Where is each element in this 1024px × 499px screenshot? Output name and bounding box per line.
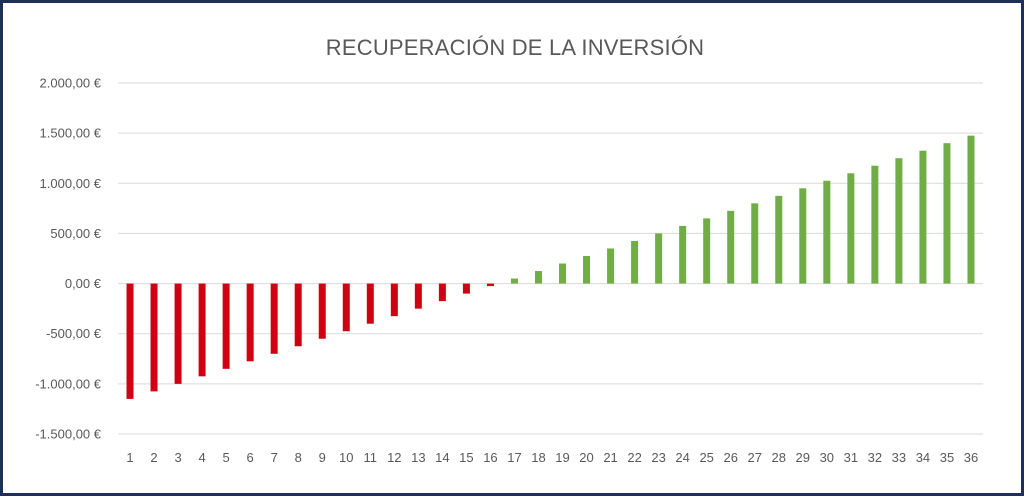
y-axis-ticks: 2.000,00 € 1.500,00 € 1.000,00 € 500,00 € 0,…	[35, 76, 102, 442]
x-tick-label: 12	[387, 450, 401, 465]
x-tick-label: 29	[796, 450, 810, 465]
bar-16	[486, 283, 494, 287]
x-tick-label: 7	[271, 450, 278, 465]
x-tick-label: 26	[723, 450, 737, 465]
x-tick-label: 25	[699, 450, 713, 465]
bar-2	[150, 283, 158, 392]
x-tick-label: 32	[868, 450, 882, 465]
y-tick-label: -500,00 €	[46, 326, 102, 341]
x-tick-label: 28	[772, 450, 786, 465]
x-tick-label: 24	[675, 450, 689, 465]
x-tick-label: 20	[579, 450, 593, 465]
bar-8	[294, 283, 302, 347]
grid-layer	[118, 82, 983, 435]
bar-27	[751, 203, 759, 284]
x-tick-label: 3	[174, 450, 181, 465]
bar-23	[655, 233, 663, 284]
x-tick-label: 21	[603, 450, 617, 465]
y-tick-label: 1.500,00 €	[40, 126, 102, 141]
x-tick-label: 14	[435, 450, 449, 465]
bar-19	[559, 263, 567, 284]
x-tick-label: 18	[531, 450, 545, 465]
x-axis-ticks: 1 2 3 4 5 6 7 8 9 10 11 12 13 14 15 16 17 18 19 20 21 22 23 24 2…	[126, 450, 978, 465]
x-tick-label: 36	[964, 450, 978, 465]
bar-21	[607, 248, 615, 284]
bar-11	[366, 283, 374, 324]
x-tick-label: 1	[126, 450, 133, 465]
x-tick-label: 9	[319, 450, 326, 465]
x-tick-label: 34	[916, 450, 930, 465]
bar-26	[727, 210, 735, 284]
bar-29	[799, 188, 807, 284]
bar-25	[703, 218, 711, 284]
x-tick-label: 6	[247, 450, 254, 465]
x-tick-label: 27	[748, 450, 762, 465]
x-tick-label: 5	[223, 450, 230, 465]
x-tick-label: 16	[483, 450, 497, 465]
bar-34	[919, 150, 927, 284]
chart-canvas: RECUPERACIÓN DE LA INVERSIÓN 2.000,00 € 1…	[35, 35, 983, 465]
y-tick-label: 0,00 €	[65, 276, 102, 291]
bar-15	[462, 283, 470, 294]
bar-17	[510, 278, 518, 284]
y-tick-label: 500,00 €	[50, 226, 101, 241]
bar-20	[583, 255, 591, 284]
bar-30	[823, 180, 831, 284]
bar-24	[679, 225, 687, 284]
chart-title: RECUPERACIÓN DE LA INVERSIÓN	[326, 35, 704, 60]
x-tick-label: 35	[940, 450, 954, 465]
bar-14	[438, 283, 446, 302]
bar-3	[174, 283, 182, 384]
x-tick-label: 8	[295, 450, 302, 465]
y-tick-label: -1.000,00 €	[35, 376, 102, 391]
bar-22	[631, 240, 639, 284]
bar-1	[126, 283, 134, 399]
x-tick-label: 30	[820, 450, 834, 465]
y-tick-label: -1.500,00 €	[35, 427, 102, 442]
bar-36	[967, 135, 975, 284]
x-tick-label: 33	[892, 450, 906, 465]
bar-32	[871, 165, 879, 284]
x-tick-label: 11	[364, 450, 378, 465]
x-tick-label: 22	[627, 450, 641, 465]
bar-9	[318, 283, 326, 339]
x-tick-label: 15	[459, 450, 473, 465]
x-tick-label: 13	[411, 450, 425, 465]
bar-4	[198, 283, 206, 377]
bar-5	[222, 283, 230, 369]
bar-13	[414, 283, 422, 309]
bar-31	[847, 173, 855, 284]
x-tick-label: 19	[555, 450, 569, 465]
bar-7	[270, 283, 278, 354]
x-tick-label: 10	[339, 450, 353, 465]
x-tick-label: 4	[198, 450, 205, 465]
bar-28	[775, 195, 783, 284]
x-tick-label: 31	[844, 450, 858, 465]
bar-10	[342, 283, 350, 332]
bar-18	[534, 271, 542, 284]
bar-6	[246, 283, 254, 362]
bar-35	[943, 143, 951, 284]
bar-33	[895, 158, 903, 284]
x-tick-label: 17	[507, 450, 521, 465]
bars-layer	[126, 135, 975, 399]
x-tick-label: 23	[651, 450, 665, 465]
y-tick-label: 2.000,00 €	[40, 76, 102, 91]
bar-12	[390, 283, 398, 317]
x-tick-label: 2	[150, 450, 157, 465]
y-tick-label: 1.000,00 €	[40, 176, 102, 191]
